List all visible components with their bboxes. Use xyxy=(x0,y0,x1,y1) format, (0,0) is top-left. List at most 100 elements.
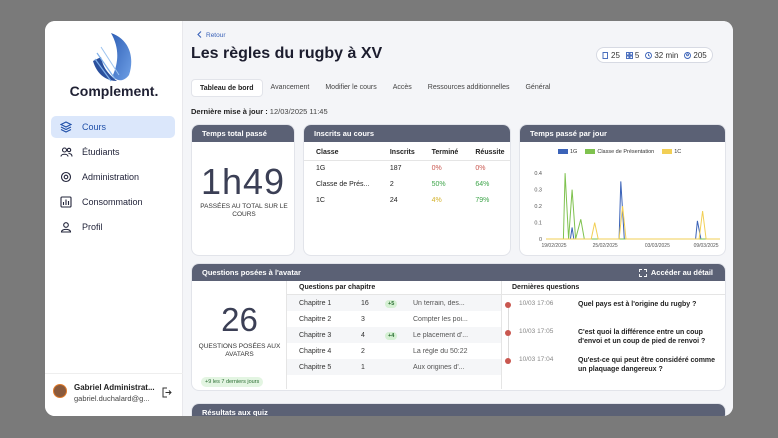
chapter-badge-cell: +5 xyxy=(385,299,413,308)
series-line-1g xyxy=(546,181,720,240)
tab-avancement[interactable]: Avancement xyxy=(270,84,310,91)
list-item[interactable]: 10/03 17:04 Qu'est-ce qui peut être consi… xyxy=(502,355,725,379)
timeline-dot xyxy=(505,302,511,308)
y-tick-label: 0.3 xyxy=(534,188,542,194)
series-line-presentation xyxy=(546,173,720,240)
total-time-label: PASSÉES AU TOTAL SUR LE COURS xyxy=(200,203,288,218)
user-icon xyxy=(59,220,73,234)
table-row[interactable]: Chapitre 3 4 +4 Le placement d'... xyxy=(287,327,501,343)
students-icon xyxy=(684,51,692,59)
sidebar-item-etudiants[interactable]: Étudiants xyxy=(51,141,175,163)
cell-classe: Classe de Prés... xyxy=(316,180,370,188)
cell-reussite: 64% xyxy=(475,180,490,188)
question-time: 10/03 17:04 xyxy=(519,356,554,363)
sidebar-item-label: Consommation xyxy=(82,197,143,207)
col-termine: Terminé xyxy=(419,146,464,161)
sidebar-item-label: Administration xyxy=(82,172,140,182)
avatar[interactable] xyxy=(53,384,67,398)
chapter-name: Chapitre 1 xyxy=(299,299,332,307)
question-text: Qu'est-ce qui peut être considéré comme … xyxy=(578,357,716,373)
chapter-name: Chapitre 4 xyxy=(299,347,332,355)
chapter-description: Compter les poi... xyxy=(413,315,468,323)
detail-label: Accéder au détail xyxy=(650,268,713,277)
list-item[interactable]: 10/03 17:05 C'est quoi la différence entr… xyxy=(502,327,725,364)
chapter-count: 3 xyxy=(361,315,365,323)
time-per-day-chart: 0.4 0.3 0.2 0.1 019/02/2025 25/02/2025 03/03/2… xyxy=(534,171,720,249)
legend-item-1c[interactable]: 1C xyxy=(662,149,681,155)
card-title: Temps passé par jour xyxy=(520,125,725,142)
back-link[interactable]: Retour xyxy=(197,31,226,40)
main-content: Retour Les règles du rugby à XV 25 5 32 … xyxy=(183,21,733,416)
legend-item-presentation[interactable]: Classe de Présentation xyxy=(585,149,654,155)
chapter-description: Aux origines d'... xyxy=(413,363,465,371)
tab-ressources-additionnelles[interactable]: Ressources additionnelles xyxy=(427,84,510,91)
cell-classe: 1C xyxy=(316,196,325,204)
timeline-dot xyxy=(505,330,511,336)
grid-icon xyxy=(625,51,633,59)
cell-inscrits: 2 xyxy=(389,180,394,188)
question-time: 10/03 17:06 xyxy=(519,300,554,307)
chapters-header: Questions par chapitre xyxy=(287,281,501,295)
user-panel: Gabriel Administrat... gabriel.duchalard… xyxy=(45,373,183,416)
tab-modifier-le-cours[interactable]: Modifier le cours xyxy=(325,84,377,91)
sidebar-item-administration[interactable]: Administration xyxy=(51,166,175,188)
timeline-line xyxy=(507,308,509,334)
y-tick-label: 0.1 xyxy=(534,221,542,227)
chapter-count: 16 xyxy=(361,299,369,307)
chapter-count: 2 xyxy=(361,347,365,355)
timeline-line xyxy=(507,336,509,364)
brand-name: Complement. xyxy=(69,83,159,99)
users-icon xyxy=(59,145,73,159)
cell-termine: 0% xyxy=(431,164,442,172)
chapter-description: Un terrain, des... xyxy=(413,299,465,307)
y-tick-label: 0 xyxy=(539,237,542,243)
sidebar-item-profil[interactable]: Profil xyxy=(51,216,175,238)
table-row[interactable]: Chapitre 2 3 Compter les poi... xyxy=(287,311,501,327)
sidebar-item-cours[interactable]: Cours xyxy=(51,116,175,138)
enrolled-card: Inscrits au cours Classe Inscrits Termin… xyxy=(303,124,511,256)
logout-icon[interactable] xyxy=(161,385,172,403)
user-name: Gabriel Administrat... xyxy=(74,383,155,392)
tab-acces[interactable]: Accès xyxy=(392,84,412,91)
question-text: Quel pays est à l'origine du rugby ? xyxy=(578,301,697,308)
students-stat: 205 xyxy=(684,51,707,60)
legend-item-1g[interactable]: 1G xyxy=(558,149,577,155)
tab-general[interactable]: Général xyxy=(525,84,551,91)
y-tick-label: 0.4 xyxy=(534,171,542,177)
list-item[interactable]: 10/03 17:06 Quel pays est à l'origine du … xyxy=(502,299,725,334)
recent-questions-badge: +9 les 7 derniers jours xyxy=(201,377,264,387)
duration-stat: 32 min xyxy=(645,51,678,60)
tab-bar: Tableau de bord Avancement Modifier le c… xyxy=(191,79,558,97)
table-row[interactable]: 1G 187 0% 0% xyxy=(304,160,510,176)
last-update-label: Dernière mise à jour : xyxy=(191,107,268,116)
chapter-name: Chapitre 3 xyxy=(299,331,332,339)
brand-logo-icon xyxy=(93,33,132,82)
duration-value: 32 min xyxy=(654,50,679,60)
pages-count: 25 xyxy=(611,50,620,60)
tab-tableau-de-bord[interactable]: Tableau de bord xyxy=(191,79,263,97)
sidebar-item-label: Profil xyxy=(82,222,103,232)
table-row[interactable]: Chapitre 5 1 Aux origines d'... xyxy=(287,359,501,375)
col-reussite: Réussite xyxy=(463,146,510,161)
card-title: Temps total passé xyxy=(192,125,294,142)
total-time-value: 1h49 xyxy=(200,161,286,202)
x-tick-label: 19/02/2025 xyxy=(541,243,566,249)
chapters-stat: 5 xyxy=(625,51,639,60)
sidebar-item-consommation[interactable]: Consommation xyxy=(51,191,175,213)
cell-reussite: 0% xyxy=(475,164,486,172)
pages-stat: 25 xyxy=(602,51,620,60)
questions-count: 26 xyxy=(221,301,258,338)
y-tick-label: 0.2 xyxy=(534,204,542,210)
quiz-results-card: Résultats aux quiz xyxy=(191,403,726,416)
course-stats: 25 5 32 min 205 xyxy=(596,47,713,63)
questions-by-chapter: Questions par chapitre Chapitre 1 16 +5 Un … xyxy=(287,281,501,389)
back-label: Retour xyxy=(206,32,226,39)
table-row[interactable]: Chapitre 4 2 La règle du 50:22 xyxy=(287,343,501,359)
detail-button[interactable]: Accéder au détail xyxy=(638,264,713,281)
table-row[interactable]: Classe de Prés... 2 50% 64% xyxy=(304,176,510,192)
chapter-badge: +4 xyxy=(385,331,398,340)
cell-inscrits: 24 xyxy=(389,196,398,204)
table-row[interactable]: 1C 24 4% 79% xyxy=(304,192,510,208)
table-row[interactable]: Chapitre 1 16 +5 Un terrain, des... xyxy=(287,295,501,311)
sidebar-item-label: Cours xyxy=(82,122,107,132)
